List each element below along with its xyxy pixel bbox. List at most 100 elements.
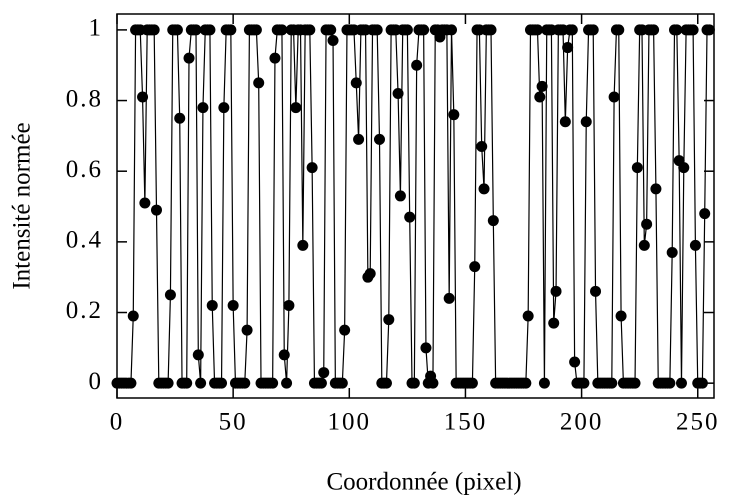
data-point (550, 285, 562, 297)
data-point (522, 310, 534, 322)
data-point (183, 52, 195, 64)
x-axis-label: Coordonnée (pixel) (326, 469, 521, 496)
data-point (373, 133, 385, 145)
data-point (587, 24, 599, 36)
data-point (638, 239, 650, 251)
data-line (117, 29, 710, 384)
data-point (195, 377, 207, 389)
data-point (371, 24, 383, 36)
y-tick-label: 0.4 (66, 227, 103, 254)
data-point (487, 215, 499, 227)
data-point (304, 24, 316, 36)
data-point (297, 239, 309, 251)
data-point (139, 197, 151, 209)
data-point (671, 24, 683, 36)
data-point (569, 356, 581, 368)
data-point (404, 211, 416, 223)
data-point (629, 377, 641, 389)
data-point (420, 342, 432, 354)
data-point (325, 24, 337, 36)
data-point (394, 190, 406, 202)
data-point (650, 183, 662, 195)
data-point (150, 204, 162, 216)
data-point (336, 377, 348, 389)
data-point (162, 377, 174, 389)
data-point (469, 261, 481, 273)
data-point (241, 324, 253, 336)
data-point (631, 162, 643, 174)
data-point (380, 377, 392, 389)
data-point (327, 34, 339, 46)
y-tick-label: 0.6 (66, 156, 103, 183)
y-axis-label: Intensité normée (9, 122, 36, 289)
data-point (276, 24, 288, 36)
data-point (678, 162, 690, 174)
x-tick-label: 200 (560, 409, 604, 436)
y-tick-label: 0 (89, 368, 104, 395)
data-point (675, 377, 687, 389)
data-point (281, 377, 293, 389)
data-point (613, 24, 625, 36)
y-tick-label: 0.2 (66, 297, 103, 324)
data-point (278, 349, 290, 361)
x-tick-label: 0 (110, 409, 125, 436)
data-point (315, 377, 327, 389)
data-point (448, 109, 460, 121)
data-point (125, 377, 137, 389)
data-point (353, 133, 365, 145)
data-point (485, 24, 497, 36)
data-point (392, 87, 404, 99)
data-point (137, 91, 149, 103)
data-point (427, 377, 439, 389)
data-point (534, 91, 546, 103)
data-point (538, 377, 550, 389)
data-point (411, 59, 423, 71)
data-point (206, 299, 218, 311)
data-point (562, 42, 574, 54)
data-point (401, 24, 413, 36)
data-point (466, 377, 478, 389)
data-point (606, 377, 618, 389)
data-point (443, 292, 455, 304)
data-point (664, 377, 676, 389)
data-point (648, 24, 660, 36)
data-point (383, 314, 395, 326)
data-point (418, 24, 430, 36)
data-point (204, 24, 216, 36)
y-tick-label: 0.8 (66, 85, 103, 112)
data-point (171, 24, 183, 36)
data-point (666, 246, 678, 258)
data-point (566, 24, 578, 36)
data-point (148, 24, 160, 36)
x-tick-label: 150 (444, 409, 488, 436)
data-point (520, 377, 532, 389)
data-point (350, 77, 362, 89)
data-point (239, 377, 251, 389)
data-point (269, 52, 281, 64)
data-point (548, 317, 560, 329)
data-point (476, 140, 488, 152)
data-point (181, 377, 193, 389)
data-point (253, 77, 265, 89)
data-point (290, 102, 302, 114)
data-point (559, 116, 571, 128)
data-point (283, 299, 295, 311)
data-point (531, 24, 543, 36)
data-point (306, 162, 318, 174)
data-point (446, 24, 458, 36)
x-tick-label: 100 (328, 409, 372, 436)
data-point (580, 116, 592, 128)
plot-frame (116, 13, 715, 399)
data-point (216, 377, 228, 389)
data-point (689, 239, 701, 251)
data-point (696, 377, 708, 389)
data-point (174, 112, 186, 124)
data-point (218, 102, 230, 114)
data-point (225, 24, 237, 36)
data-point (192, 349, 204, 361)
data-point (408, 377, 420, 389)
data-point (227, 299, 239, 311)
data-point (197, 102, 209, 114)
data-point (703, 24, 715, 36)
